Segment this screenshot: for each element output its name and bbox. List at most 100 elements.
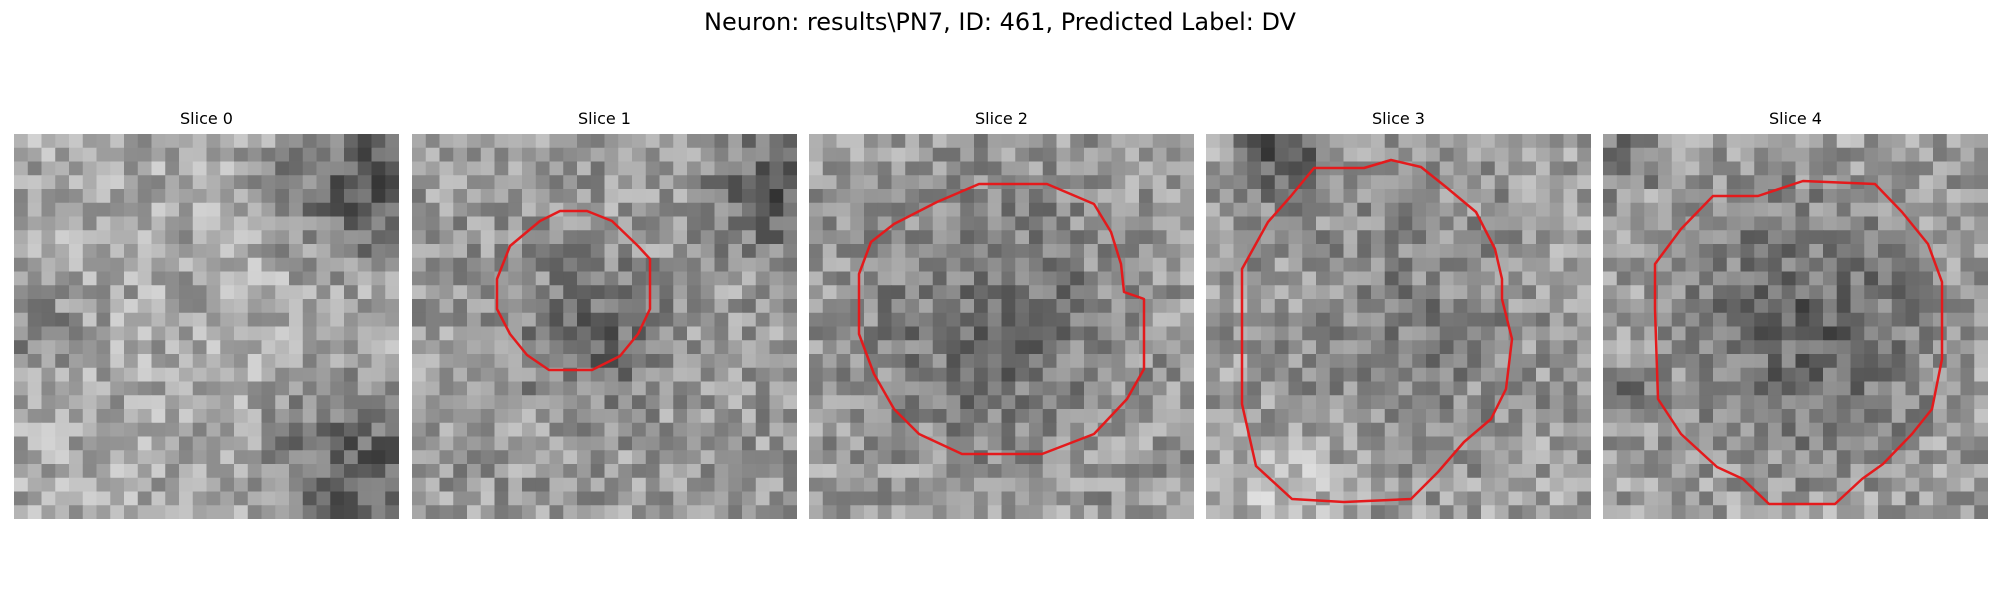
image-pixel <box>659 381 674 396</box>
image-pixel <box>891 299 906 314</box>
image-pixel <box>535 326 551 341</box>
image-pixel <box>783 450 797 465</box>
image-pixel <box>1042 271 1058 286</box>
image-pixel <box>1549 409 1565 424</box>
image-pixel <box>1015 477 1030 493</box>
image-pixel <box>1357 189 1372 204</box>
image-pixel <box>577 147 592 163</box>
image-pixel <box>864 230 879 245</box>
image-pixel <box>1439 230 1455 245</box>
image-pixel <box>1577 367 1591 383</box>
image-pixel <box>467 299 482 314</box>
image-pixel <box>165 381 180 396</box>
image-pixel <box>728 491 743 506</box>
image-pixel <box>453 491 468 506</box>
image-pixel <box>1768 505 1783 519</box>
image-pixel <box>1398 340 1413 355</box>
image-pixel <box>1316 409 1331 424</box>
image-pixel <box>275 464 290 479</box>
image-pixel <box>932 202 948 218</box>
image-pixel <box>1001 367 1016 383</box>
image-pixel <box>1233 147 1248 163</box>
image-pixel <box>1850 367 1865 383</box>
image-pixel <box>1891 175 1907 190</box>
image-pixel <box>563 491 578 506</box>
image-pixel <box>1343 257 1358 273</box>
image-pixel <box>563 450 578 465</box>
slice-title-0: Slice 0 <box>180 109 233 128</box>
image-pixel <box>1878 230 1893 245</box>
image-pixel <box>41 381 56 396</box>
image-pixel <box>1974 147 1988 163</box>
image-pixel <box>809 326 824 341</box>
image-pixel <box>1139 299 1154 314</box>
image-pixel <box>932 299 948 314</box>
image-pixel <box>1316 312 1331 328</box>
image-pixel <box>1206 147 1221 163</box>
image-pixel <box>110 395 125 410</box>
image-pixel <box>1864 175 1879 190</box>
image-pixel <box>1603 312 1618 328</box>
image-pixel <box>946 230 961 245</box>
image-pixel <box>1166 491 1181 506</box>
image-pixel <box>1630 175 1645 190</box>
image-pixel <box>714 326 729 341</box>
image-pixel <box>822 409 838 424</box>
image-pixel <box>822 271 838 286</box>
image-pixel <box>960 189 975 204</box>
image-pixel <box>1536 216 1551 231</box>
image-pixel <box>836 477 851 493</box>
slice-image-2 <box>809 134 1194 519</box>
image-pixel <box>1111 422 1126 438</box>
image-pixel <box>1850 505 1865 519</box>
image-pixel <box>700 312 716 328</box>
image-pixel <box>1042 491 1058 506</box>
image-pixel <box>14 409 29 424</box>
image-pixel <box>330 312 345 328</box>
image-pixel <box>1166 189 1181 204</box>
image-pixel <box>1274 436 1290 451</box>
image-pixel <box>919 477 934 493</box>
image-pixel <box>357 354 373 369</box>
image-pixel <box>1549 326 1565 341</box>
image-pixel <box>1139 395 1154 410</box>
image-pixel <box>1233 395 1248 410</box>
image-pixel <box>1001 271 1016 286</box>
image-pixel <box>1603 257 1618 273</box>
image-pixel <box>728 464 743 479</box>
image-pixel <box>234 175 249 190</box>
image-pixel <box>946 381 961 396</box>
image-pixel <box>728 285 743 300</box>
image-pixel <box>1754 450 1769 465</box>
image-pixel <box>247 367 263 383</box>
image-pixel <box>535 436 551 451</box>
image-pixel <box>1233 491 1248 506</box>
image-pixel <box>220 464 235 479</box>
image-pixel <box>1864 244 1879 259</box>
image-pixel <box>1616 422 1632 438</box>
image-pixel <box>289 450 304 465</box>
image-pixel <box>96 312 111 328</box>
image-pixel <box>1056 326 1071 341</box>
image-pixel <box>960 216 975 231</box>
image-pixel <box>919 271 934 286</box>
image-pixel <box>1549 505 1565 519</box>
image-pixel <box>1001 422 1016 438</box>
image-pixel <box>289 134 304 149</box>
image-pixel <box>110 299 125 314</box>
image-pixel <box>1139 285 1154 300</box>
image-pixel <box>412 450 427 465</box>
image-pixel <box>1384 147 1400 163</box>
image-pixel <box>1139 147 1154 163</box>
image-pixel <box>987 216 1003 231</box>
image-pixel <box>645 134 661 149</box>
image-pixel <box>234 285 249 300</box>
image-pixel <box>480 244 496 259</box>
image-pixel <box>905 395 920 410</box>
image-pixel <box>82 505 98 519</box>
image-pixel <box>1329 202 1345 218</box>
image-pixel <box>1329 216 1345 231</box>
image-pixel <box>1671 491 1687 506</box>
image-pixel <box>151 134 166 149</box>
image-pixel <box>577 340 592 355</box>
